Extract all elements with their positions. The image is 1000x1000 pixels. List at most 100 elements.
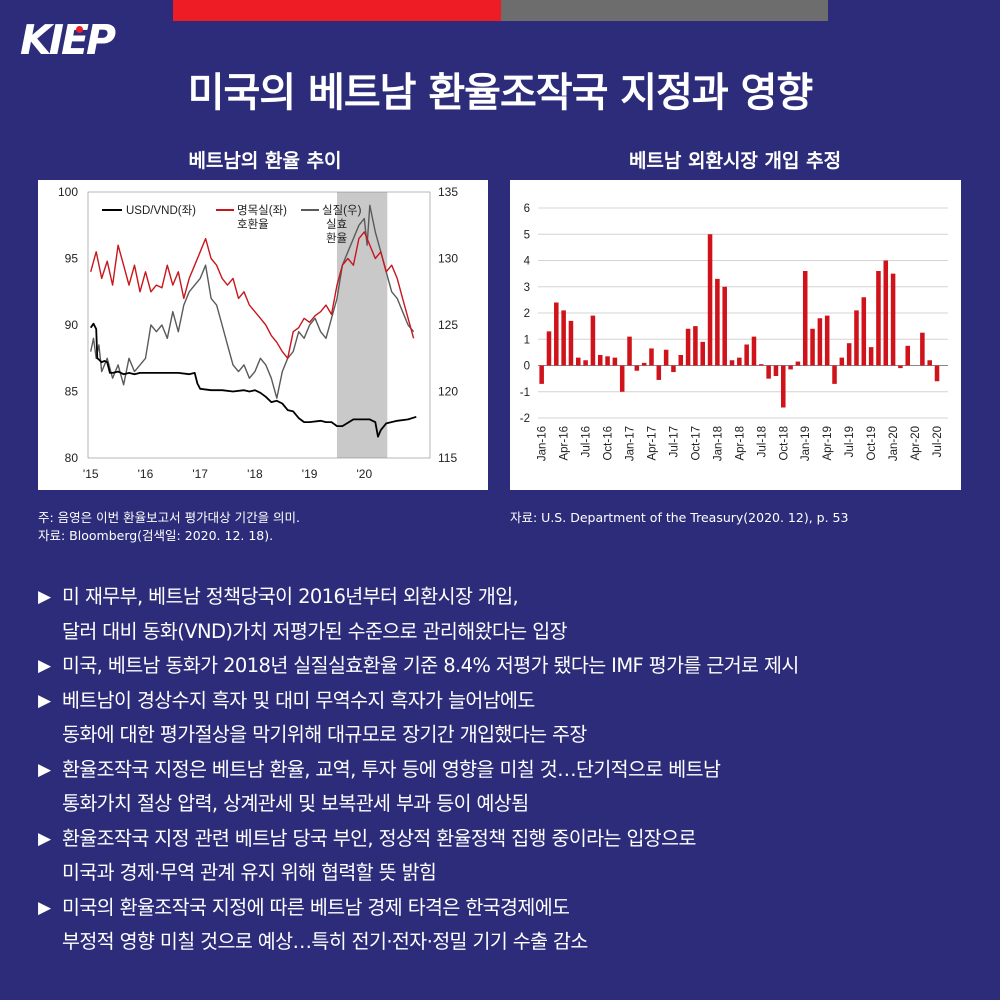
x-axis-tick-label: Jul-17 bbox=[668, 426, 680, 457]
bar bbox=[707, 234, 713, 366]
triangle-right-icon: ▶ bbox=[38, 587, 51, 607]
bullet-text: 미국, 베트남 동화가 2018년 실질실효환율 기준 8.4% 저평가 됐다는… bbox=[62, 654, 799, 677]
x-axis-tick-label: Jan-16 bbox=[537, 426, 549, 461]
y-axis-tick-label: 6 bbox=[524, 203, 530, 215]
bullet-item: ▶ 미 재무부, 베트남 정책당국이 2016년부터 외환시장 개입, 달러 대비… bbox=[38, 580, 988, 649]
x-axis-tick-label: '20 bbox=[357, 467, 373, 481]
right-chart-title: 베트남 외환시장 개입 추정 bbox=[628, 150, 842, 172]
logo-text: KIEP bbox=[20, 16, 116, 64]
bar bbox=[663, 349, 669, 366]
bar bbox=[656, 365, 662, 380]
bar bbox=[810, 328, 815, 366]
bullet-list: ▶ 미 재무부, 베트남 정책당국이 2016년부터 외환시장 개입, 달러 대비… bbox=[38, 580, 988, 960]
bar bbox=[671, 365, 676, 373]
bar bbox=[876, 271, 881, 366]
bar bbox=[554, 302, 559, 366]
series-line-nominal bbox=[90, 231, 415, 360]
triangle-right-icon: ▶ bbox=[38, 690, 51, 711]
bar bbox=[744, 344, 749, 366]
x-axis-tick-label: '17 bbox=[192, 467, 208, 481]
bullet-text-continued: 부정적 영향 미칠 것으로 예상…특히 전기·전자·정밀 기기 수출 감소 bbox=[62, 930, 588, 953]
bar bbox=[861, 297, 867, 366]
right-axis-tick-label: 120 bbox=[438, 385, 458, 399]
left-chart-notes: 주: 음영은 이번 환율보고서 평가대상 기간을 의미. 자료: Bloombe… bbox=[38, 509, 300, 545]
triangle-right-icon: ▶ bbox=[38, 828, 51, 849]
triangle-right-icon: ▶ bbox=[38, 656, 51, 676]
legend-label-real: 환율 bbox=[326, 232, 347, 245]
bar bbox=[795, 361, 801, 366]
bullet-item: ▶ 미국, 베트남 동화가 2018년 실질실효환율 기준 8.4% 저평가 됐다… bbox=[38, 649, 988, 684]
legend-label-usd-vnd: USD/VND(좌) bbox=[126, 204, 196, 217]
bar bbox=[729, 360, 735, 366]
x-axis-tick-label: Jul-19 bbox=[844, 426, 856, 457]
x-axis-tick-label: Jan-20 bbox=[888, 426, 900, 461]
x-axis-tick-label: Oct-19 bbox=[866, 426, 878, 461]
right-chart-source: 자료: U.S. Department of the Treasury(2020… bbox=[510, 510, 849, 525]
bullet-text: 미국의 환율조작국 지정에 따른 베트남 경제 타격은 한국경제에도 bbox=[62, 895, 570, 919]
x-axis-tick-label: '15 bbox=[83, 467, 99, 481]
bar bbox=[597, 355, 603, 366]
bullet-item: ▶ 미국의 환율조작국 지정에 따른 베트남 경제 타격은 한국경제에도 부정적 … bbox=[38, 891, 988, 960]
triangle-right-icon: ▶ bbox=[38, 759, 51, 780]
y-axis-tick-label: 2 bbox=[524, 308, 530, 320]
bar bbox=[685, 328, 691, 366]
bar bbox=[627, 336, 632, 366]
legend-label-real: 실질(우) bbox=[322, 204, 362, 217]
bar bbox=[766, 365, 771, 379]
bar bbox=[693, 326, 698, 366]
x-axis-tick-label: Oct-16 bbox=[603, 426, 615, 461]
right-axis-tick-label: 135 bbox=[438, 185, 458, 199]
bar bbox=[678, 355, 684, 366]
right-axis-tick-label: 125 bbox=[438, 318, 458, 332]
x-axis-tick-label: Jul-20 bbox=[932, 426, 944, 457]
bar bbox=[715, 278, 720, 366]
left-note-line: 주: 음영은 이번 환율보고서 평가대상 기간을 의미. bbox=[38, 510, 301, 525]
bar bbox=[773, 365, 779, 376]
right-axis-tick-label: 130 bbox=[438, 252, 458, 266]
x-axis-tick-label: Apr-16 bbox=[559, 426, 571, 461]
legend-label-nominal: 명목실(좌) bbox=[237, 204, 287, 217]
bullet-item: ▶ 환율조작국 지정은 베트남 환율, 교역, 투자 등에 영향을 미칠 것…단기… bbox=[38, 753, 988, 822]
bar bbox=[759, 364, 764, 366]
bar bbox=[561, 310, 566, 366]
bullet-text: 환율조작국 지정은 베트남 환율, 교역, 투자 등에 영향을 미칠 것…단기적… bbox=[62, 757, 721, 781]
left-axis-tick-label: 90 bbox=[65, 318, 79, 332]
bar bbox=[605, 356, 610, 366]
legend-label-real: 실효 bbox=[326, 218, 347, 231]
left-axis-tick-label: 100 bbox=[58, 185, 78, 199]
bar bbox=[905, 345, 910, 366]
bullet-text: 미 재무부, 베트남 정책당국이 2016년부터 외환시장 개입, bbox=[62, 585, 519, 608]
y-axis-tick-label: 5 bbox=[524, 229, 530, 241]
top-accent-bar-gray bbox=[501, 0, 828, 21]
bar bbox=[868, 347, 874, 366]
bar bbox=[817, 318, 823, 366]
bar bbox=[546, 331, 552, 366]
left-axis-tick-label: 80 bbox=[65, 451, 79, 465]
bar bbox=[568, 320, 574, 366]
bar bbox=[737, 357, 742, 366]
x-axis-tick-label: Apr-20 bbox=[910, 426, 922, 461]
bullet-text-continued: 미국과 경제·무역 관계 유지 위해 협력할 뜻 밝힘 bbox=[62, 861, 437, 884]
bar bbox=[781, 365, 786, 408]
x-axis-tick-label: Jan-17 bbox=[625, 426, 637, 461]
x-axis-tick-label: Oct-18 bbox=[778, 426, 790, 461]
left-chart-title: 베트남의 환율 추이 bbox=[188, 150, 342, 172]
bar bbox=[846, 343, 852, 366]
shaded-period bbox=[336, 192, 388, 458]
bar bbox=[722, 286, 727, 366]
logo-dot-icon bbox=[76, 26, 83, 33]
fx-intervention-chart-panel: -2 -1 0 1 2 3 4 5 6 Jan-16 Apr-16 Jul-16 Oct-16 Jan-1… bbox=[510, 180, 961, 490]
x-axis-tick-label: Apr-19 bbox=[822, 426, 834, 461]
x-axis-tick-label: Jul-18 bbox=[756, 426, 768, 457]
bar bbox=[839, 357, 845, 366]
series-line-real bbox=[90, 204, 415, 399]
bar bbox=[927, 360, 932, 366]
legend-label-nominal: 호환율 bbox=[237, 218, 269, 231]
bar bbox=[883, 260, 889, 366]
top-accent-bar-red bbox=[173, 0, 501, 21]
y-axis-tick-label: 0 bbox=[524, 361, 530, 373]
bar bbox=[934, 365, 940, 382]
bar bbox=[641, 362, 647, 366]
triangle-right-icon: ▶ bbox=[38, 897, 51, 918]
bar bbox=[576, 357, 581, 366]
